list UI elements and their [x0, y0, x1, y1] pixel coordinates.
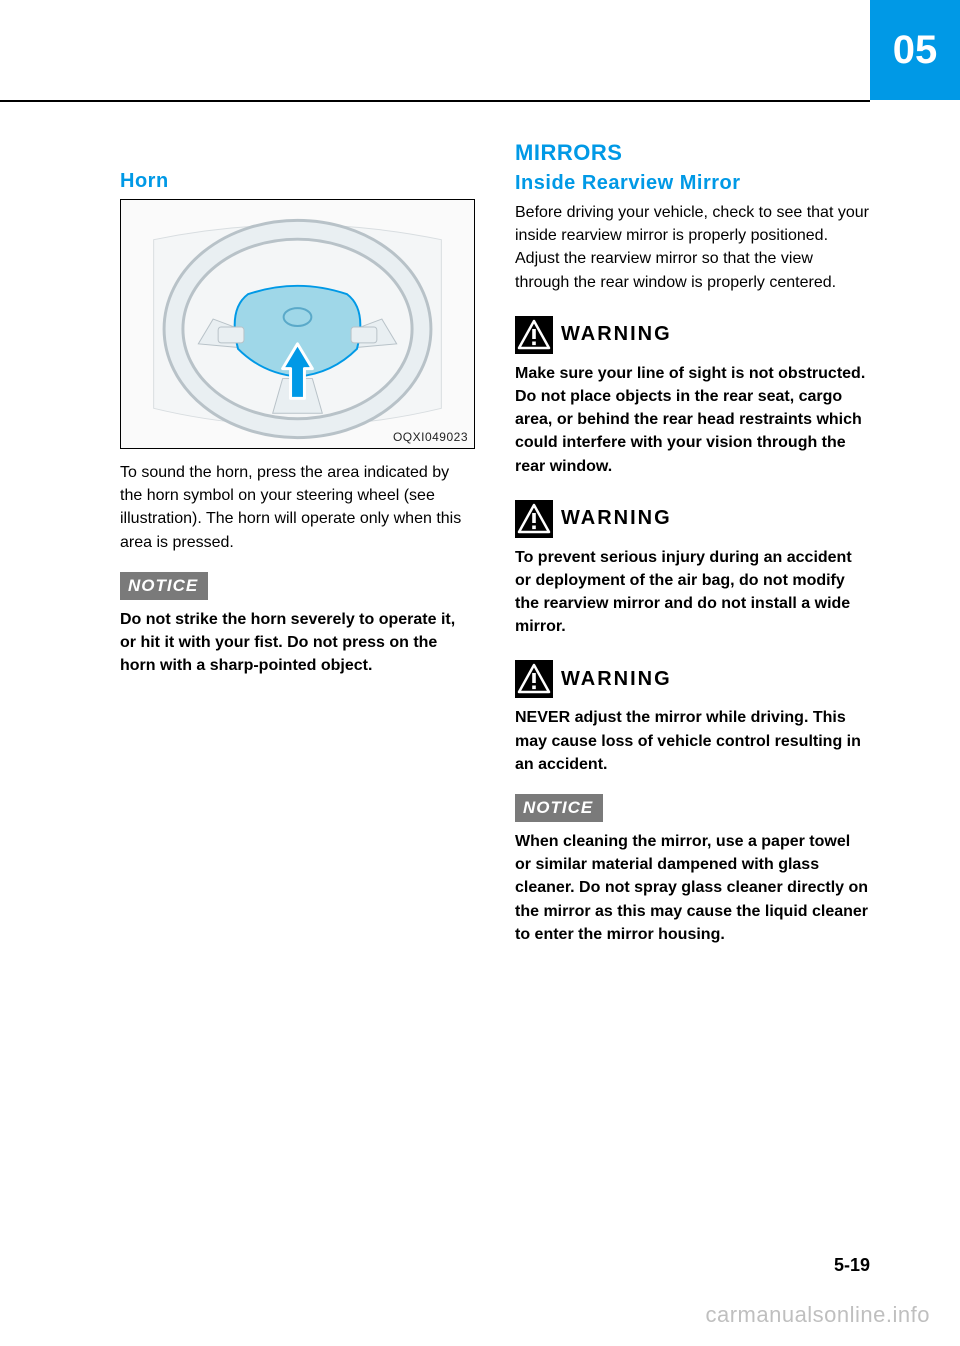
chapter-number: 05 [893, 28, 938, 73]
horn-body: To sound the horn, press the area indica… [120, 461, 475, 554]
warning-icon [515, 660, 553, 698]
mirror-notice-body: When cleaning the mirror, use a paper to… [515, 830, 870, 946]
warning-label: WARNING [561, 507, 672, 530]
warning-block: WARNING [515, 500, 870, 538]
notice-badge: NOTICE [515, 794, 603, 822]
warning-label: WARNING [561, 323, 672, 346]
mirrors-intro: Before driving your vehicle, check to se… [515, 201, 870, 294]
content-area: Horn [120, 140, 870, 946]
inside-rearview-heading: Inside Rearview Mirror [515, 172, 870, 195]
notice-badge: NOTICE [120, 572, 208, 600]
page-number: 5-19 [834, 1255, 870, 1276]
horn-figure: OQXI049023 [120, 199, 475, 449]
mirrors-heading: MIRRORS [515, 140, 870, 166]
right-column: MIRRORS Inside Rearview Mirror Before dr… [515, 140, 870, 946]
warning-block: WARNING [515, 316, 870, 354]
header-rule [0, 100, 870, 102]
horn-notice-body: Do not strike the horn severely to opera… [120, 608, 475, 678]
warning-body: NEVER adjust the mirror while driving. T… [515, 706, 870, 776]
warning-icon [515, 500, 553, 538]
warning-body: Make sure your line of sight is not obst… [515, 362, 870, 478]
figure-caption: OQXI049023 [393, 430, 468, 444]
watermark: carmanualsonline.info [705, 1302, 930, 1328]
steering-wheel-illustration [121, 200, 474, 448]
manual-page: 05 Horn [0, 0, 960, 1346]
warning-icon [515, 316, 553, 354]
warning-body: To prevent serious injury during an acci… [515, 546, 870, 639]
left-column: Horn [120, 140, 475, 946]
warning-block: WARNING [515, 660, 870, 698]
warning-label: WARNING [561, 668, 672, 691]
horn-heading: Horn [120, 170, 475, 193]
chapter-tab: 05 [870, 0, 960, 100]
